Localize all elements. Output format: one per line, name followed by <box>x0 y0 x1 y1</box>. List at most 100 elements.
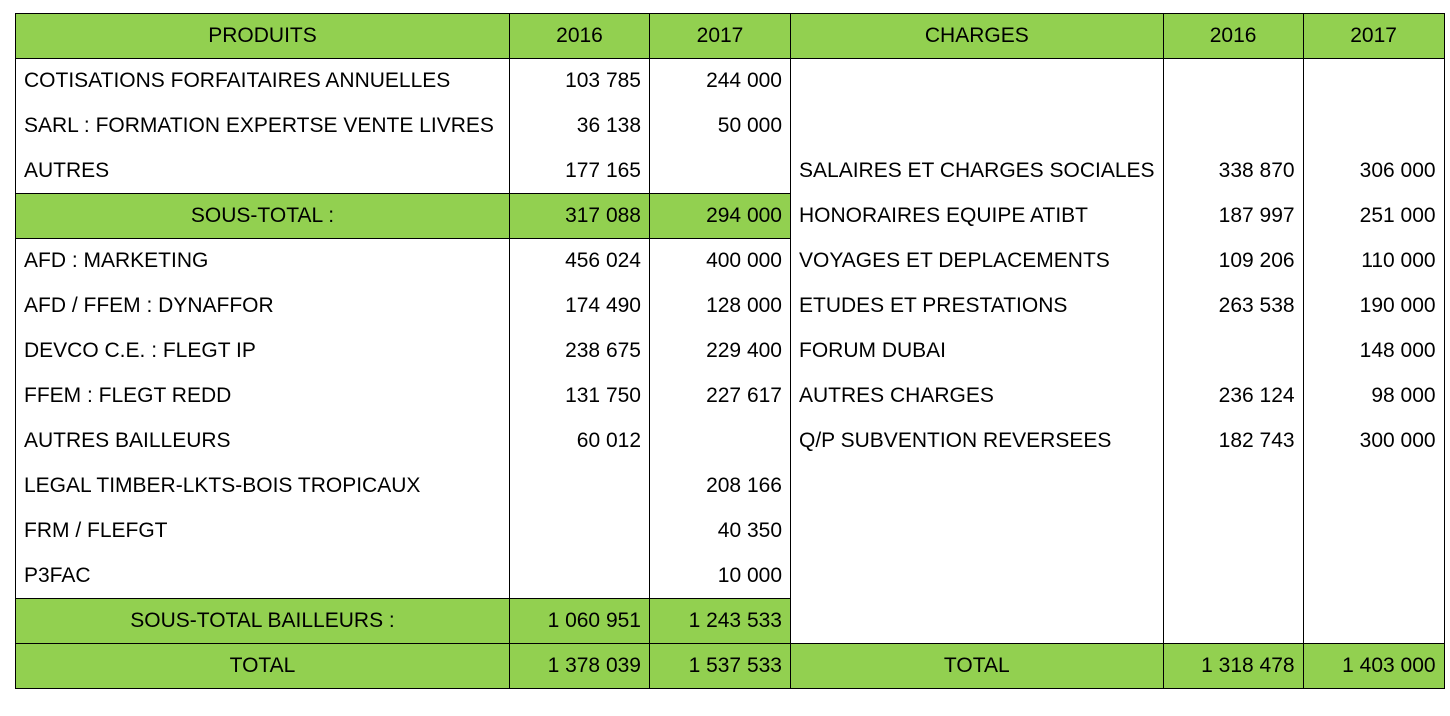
charges-2016-header: 2016 <box>1162 13 1304 59</box>
charge-value-2016 <box>1162 58 1304 104</box>
charge-label: VOYAGES ET DEPLACEMENTS <box>790 238 1164 284</box>
total-charges-2016: 1 318 478 <box>1162 643 1304 689</box>
produit-value-2016: 177 165 <box>509 148 650 194</box>
produit-value-2017: 40 350 <box>649 508 791 554</box>
total-produits-2016: 1 378 039 <box>509 643 650 689</box>
produit-value-2016: 174 490 <box>509 283 650 329</box>
produit-value-2017 <box>649 418 791 464</box>
produit-label: AUTRES BAILLEURS <box>15 418 510 464</box>
table-row: SARL : FORMATION EXPERTSE VENTE LIVRES 36… <box>15 103 1445 149</box>
produit-value-2017: 294 000 <box>649 193 791 239</box>
budget-table-body: PRODUITS 2016 2017 CHARGES 2016 2017 COT… <box>15 13 1445 689</box>
charge-label <box>790 103 1164 149</box>
charge-value-2017 <box>1302 508 1445 554</box>
charge-label: Q/P SUBVENTION REVERSEES <box>790 418 1164 464</box>
charge-value-2017 <box>1302 553 1445 599</box>
charge-label <box>790 463 1164 509</box>
table-row: AUTRES 177 165 SALAIRES ET CHARGES SOCIALE… <box>15 148 1445 194</box>
charge-value-2016: 109 206 <box>1162 238 1304 284</box>
charge-label: ETUDES ET PRESTATIONS <box>790 283 1164 329</box>
table-row: FRM / FLEFGT 40 350 <box>15 508 1445 554</box>
charge-value-2017: 98 000 <box>1302 373 1445 419</box>
produit-label: DEVCO C.E. : FLEGT IP <box>15 328 510 374</box>
produit-value-2016: 103 785 <box>509 58 650 104</box>
produit-label: AFD / FFEM : DYNAFFOR <box>15 283 510 329</box>
table-row: AUTRES BAILLEURS 60 012 Q/P SUBVENTION REV… <box>15 418 1445 464</box>
charge-value-2016 <box>1162 553 1304 599</box>
charge-label: HONORAIRES EQUIPE ATIBT <box>790 193 1164 239</box>
charge-value-2016: 263 538 <box>1162 283 1304 329</box>
total-row: TOTAL 1 378 039 1 537 533 TOTAL 1 318 478 1 4… <box>15 643 1445 689</box>
charge-label: AUTRES CHARGES <box>790 373 1164 419</box>
charge-value-2016 <box>1162 508 1304 554</box>
produit-value-2016 <box>509 508 650 554</box>
charge-label <box>790 598 1164 644</box>
charge-value-2017: 251 000 <box>1302 193 1445 239</box>
produit-label: FRM / FLEFGT <box>15 508 510 554</box>
charge-value-2016: 187 997 <box>1162 193 1304 239</box>
produit-value-2017 <box>649 148 791 194</box>
charge-value-2017: 190 000 <box>1302 283 1445 329</box>
table-row: DEVCO C.E. : FLEGT IP 238 675 229 400 FORUM… <box>15 328 1445 374</box>
charge-value-2017: 300 000 <box>1302 418 1445 464</box>
table-row: AFD : MARKETING 456 024 400 000 VOYAGES ET … <box>15 238 1445 284</box>
table-row: SOUS-TOTAL :317 088 294 000 HONORAIRES EQU… <box>15 193 1445 239</box>
charge-value-2017 <box>1302 598 1445 644</box>
header-row: PRODUITS 2016 2017 CHARGES 2016 2017 <box>15 13 1445 59</box>
produit-value-2016: 36 138 <box>509 103 650 149</box>
charge-value-2016 <box>1162 328 1304 374</box>
charge-value-2016 <box>1162 463 1304 509</box>
produit-value-2016: 131 750 <box>509 373 650 419</box>
charge-label <box>790 553 1164 599</box>
charge-value-2017 <box>1302 58 1445 104</box>
charge-value-2016 <box>1162 103 1304 149</box>
table-row: P3FAC 10 000 <box>15 553 1445 599</box>
produits-header: PRODUITS <box>15 13 510 59</box>
charge-label <box>790 508 1164 554</box>
charges-header: CHARGES <box>790 13 1164 59</box>
produit-value-2016 <box>509 463 650 509</box>
table-row: LEGAL TIMBER-LKTS-BOIS TROPICAUX 208 166 <box>15 463 1445 509</box>
charge-label: FORUM DUBAI <box>790 328 1164 374</box>
charge-value-2017 <box>1302 103 1445 149</box>
produit-label: FFEM : FLEGT REDD <box>15 373 510 419</box>
charge-value-2016 <box>1162 598 1304 644</box>
produit-label: LEGAL TIMBER-LKTS-BOIS TROPICAUX <box>15 463 510 509</box>
produits-2016-header: 2016 <box>509 13 650 59</box>
total-produits-label: TOTAL <box>15 643 510 689</box>
produit-value-2017: 400 000 <box>649 238 791 284</box>
table-row: SOUS-TOTAL BAILLEURS :1 060 951 1 243 533 <box>15 598 1445 644</box>
produits-2017-header: 2017 <box>649 13 791 59</box>
total-charges-2017: 1 403 000 <box>1302 643 1445 689</box>
produit-value-2016: 60 012 <box>509 418 650 464</box>
table-row: FFEM : FLEGT REDD 131 750 227 617 AUTRES CH… <box>15 373 1445 419</box>
charge-value-2016: 182 743 <box>1162 418 1304 464</box>
charge-value-2017: 306 000 <box>1302 148 1445 194</box>
produit-value-2016: 456 024 <box>509 238 650 284</box>
produit-value-2016: 238 675 <box>509 328 650 374</box>
charges-2017-header: 2017 <box>1302 13 1445 59</box>
budget-table: PRODUITS 2016 2017 CHARGES 2016 2017 COT… <box>15 13 1445 689</box>
produit-value-2016 <box>509 553 650 599</box>
charge-value-2016: 338 870 <box>1162 148 1304 194</box>
sous-total-label: SOUS-TOTAL : <box>15 193 510 239</box>
produit-value-2017: 10 000 <box>649 553 791 599</box>
total-charges-label: TOTAL <box>790 643 1164 689</box>
charge-value-2017: 110 000 <box>1302 238 1445 284</box>
produit-value-2017: 244 000 <box>649 58 791 104</box>
produit-label: SARL : FORMATION EXPERTSE VENTE LIVRES <box>15 103 510 149</box>
charge-value-2017 <box>1302 463 1445 509</box>
produit-label: COTISATIONS FORFAITAIRES ANNUELLES <box>15 58 510 104</box>
produit-value-2017: 128 000 <box>649 283 791 329</box>
charge-label <box>790 58 1164 104</box>
produit-value-2016: 317 088 <box>509 193 650 239</box>
sous-total-bailleurs-label: SOUS-TOTAL BAILLEURS : <box>15 598 510 644</box>
produit-label: AFD : MARKETING <box>15 238 510 284</box>
total-produits-2017: 1 537 533 <box>649 643 791 689</box>
table-row: COTISATIONS FORFAITAIRES ANNUELLES 103 78… <box>15 58 1445 104</box>
produit-value-2017: 208 166 <box>649 463 791 509</box>
produit-value-2017: 1 243 533 <box>649 598 791 644</box>
table-row: AFD / FFEM : DYNAFFOR 174 490 128 000 ETUDE… <box>15 283 1445 329</box>
produit-label: P3FAC <box>15 553 510 599</box>
produit-value-2017: 50 000 <box>649 103 791 149</box>
